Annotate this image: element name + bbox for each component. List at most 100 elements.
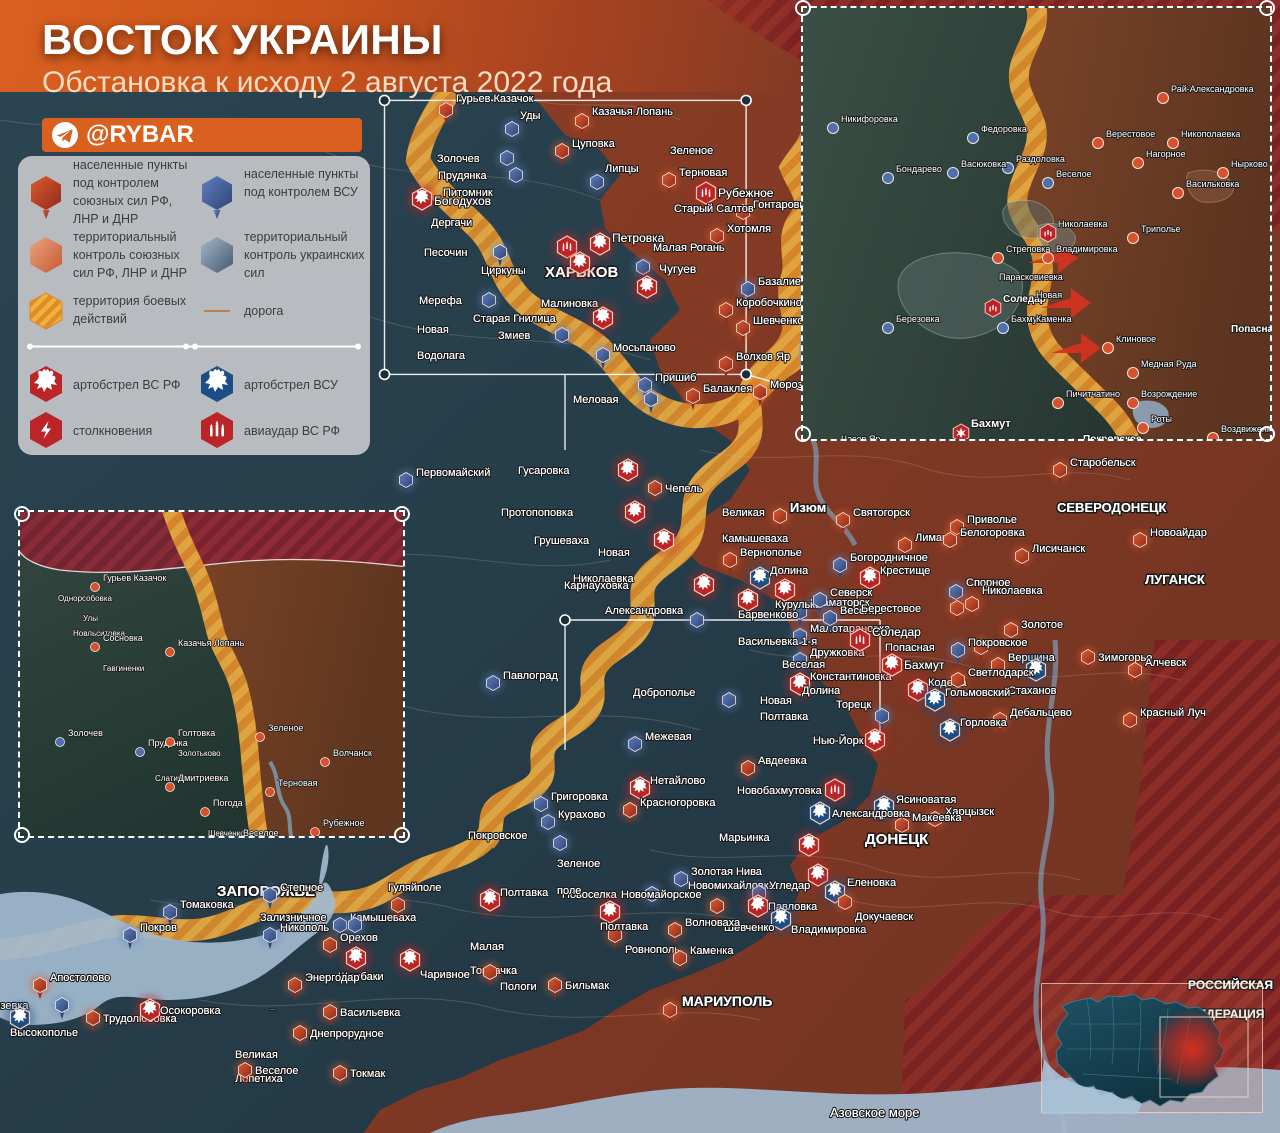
svg-text:Протопоповка: Протопоповка	[501, 507, 574, 519]
svg-text:Прудянка: Прудянка	[438, 170, 488, 182]
svg-text:Старобельск: Старобельск	[1070, 457, 1136, 469]
svg-text:Томаковка: Томаковка	[180, 899, 235, 911]
svg-text:Александровка: Александровка	[832, 808, 911, 820]
svg-text:Малая Рогань: Малая Рогань	[653, 242, 725, 254]
svg-text:Чаривное: Чаривное	[420, 969, 470, 981]
svg-text:Золотая Нива: Золотая Нива	[691, 866, 763, 878]
svg-text:Бахмут: Бахмут	[904, 658, 945, 672]
svg-text:Новоайдар: Новоайдар	[1150, 527, 1207, 539]
svg-text:Апостолово: Апостолово	[50, 972, 110, 984]
svg-text:Водолага: Водолага	[417, 350, 466, 362]
svg-text:Зеленое: Зеленое	[557, 858, 600, 870]
svg-text:Приволье: Приволье	[967, 514, 1017, 526]
svg-text:Чепель: Чепель	[665, 483, 703, 495]
svg-text:Северск: Северск	[830, 587, 873, 599]
svg-text:Уды: Уды	[520, 110, 541, 122]
svg-text:Карнауховка: Карнауховка	[564, 580, 630, 592]
svg-text:Алчевск: Алчевск	[1145, 657, 1187, 669]
svg-text:Долина: Долина	[802, 685, 841, 697]
svg-text:Красный Луч: Красный Луч	[1140, 707, 1206, 719]
svg-text:Новомайорское: Новомайорское	[621, 889, 702, 901]
svg-text:Добропольe: Добропольe	[633, 687, 695, 699]
svg-text:Рубежное: Рубежное	[718, 186, 774, 200]
svg-text:Дергачи: Дергачи	[431, 217, 472, 229]
svg-text:Меловая: Меловая	[573, 394, 619, 406]
svg-text:Нетайлово: Нетайлово	[650, 775, 705, 787]
svg-text:Коробочкино: Коробочкино	[736, 297, 802, 309]
svg-text:Макеевка: Макеевка	[912, 812, 962, 824]
svg-text:Веселое: Веселое	[255, 1065, 298, 1077]
svg-text:Изюм: Изюм	[790, 500, 826, 515]
svg-text:Павлоград: Павлоград	[503, 670, 559, 682]
svg-text:Белогоровка: Белогоровка	[960, 527, 1026, 539]
svg-text:Полтавка: Полтавка	[600, 921, 649, 933]
svg-text:Каменка: Каменка	[690, 945, 734, 957]
svg-text:Пологи: Пологи	[500, 981, 537, 993]
svg-text:Ясиноватая: Ясиноватая	[896, 794, 956, 806]
svg-text:Осокоровка: Осокоровка	[160, 1005, 221, 1017]
svg-text:Гурьев Казачок: Гурьев Казачок	[456, 93, 534, 105]
svg-text:Змиев: Змиев	[498, 330, 530, 342]
svg-text:МАРИУПОЛЬ: МАРИУПОЛЬ	[682, 993, 772, 1009]
svg-text:Высокополье: Высокополье	[10, 1027, 78, 1039]
svg-text:Богодухов: Богодухов	[434, 194, 491, 208]
svg-text:Горловка: Горловка	[960, 717, 1008, 729]
svg-text:Светлодарск: Светлодарск	[968, 667, 1034, 679]
svg-text:Великая: Великая	[235, 1049, 278, 1061]
svg-text:ДОНЕЦК: ДОНЕЦК	[865, 831, 929, 848]
svg-text:Новая: Новая	[417, 324, 449, 336]
svg-text:Цуповка: Цуповка	[572, 138, 616, 150]
svg-text:Малая: Малая	[470, 941, 504, 953]
svg-text:Старая Гнилица: Старая Гнилица	[473, 313, 557, 325]
svg-text:Полтавка: Полтавка	[760, 711, 809, 723]
svg-text:Угледар: Угледар	[769, 880, 810, 892]
svg-text:СЕВЕРОДОНЕЦК: СЕВЕРОДОНЕЦК	[1057, 500, 1166, 515]
svg-text:Казачья Лопань: Казачья Лопань	[592, 106, 673, 118]
svg-text:Николаевка: Николаевка	[982, 585, 1043, 597]
svg-text:Камышеваха: Камышеваха	[722, 533, 789, 545]
svg-text:Волноваха: Волноваха	[685, 917, 741, 929]
svg-text:Нью-Йорк: Нью-Йорк	[813, 734, 864, 747]
svg-text:Владимировка: Владимировка	[791, 924, 867, 936]
svg-text:Токмак: Токмак	[350, 1068, 385, 1080]
svg-text:Васильевка: Васильевка	[340, 1007, 401, 1019]
svg-text:Новобахмутовка: Новобахмутовка	[737, 785, 823, 797]
svg-text:Бильмак: Бильмак	[565, 980, 609, 992]
svg-text:Барвенково: Барвенково	[738, 609, 798, 621]
svg-text:Хотомля: Хотомля	[727, 223, 771, 235]
svg-text:Зеленое: Зеленое	[670, 145, 713, 157]
svg-text:Авдеевка: Авдеевка	[758, 755, 808, 767]
svg-text:Щербаки2: Щербаки2	[270, 1009, 275, 1011]
svg-text:Покров: Покров	[140, 922, 177, 934]
svg-text:Крестище: Крестище	[880, 565, 930, 577]
svg-text:Берестовое: Берестовое	[861, 603, 921, 615]
svg-text:Днепрорудное: Днепрорудное	[310, 1028, 384, 1040]
svg-text:Степное: Степное	[280, 882, 323, 894]
svg-text:Первомайский: Первомайский	[416, 467, 490, 479]
svg-text:Чугуев: Чугуев	[659, 262, 696, 276]
svg-text:Александровка: Александровка	[605, 605, 684, 617]
svg-text:Лисичанск: Лисичанск	[1032, 543, 1085, 555]
svg-text:Терновая: Терновая	[679, 167, 727, 179]
svg-text:Григоровка: Григоровка	[551, 791, 609, 803]
svg-text:Покровское: Покровское	[468, 830, 527, 842]
svg-text:Дебальцево: Дебальцево	[1010, 707, 1072, 719]
svg-text:Торецк: Торецк	[836, 699, 872, 711]
svg-text:Васильевка 1-я: Васильевка 1-я	[738, 636, 817, 648]
svg-text:Еленовка: Еленовка	[847, 877, 897, 889]
svg-text:Стаханов: Стаханов	[1008, 685, 1057, 697]
svg-text:Вернополье: Вернополье	[740, 547, 802, 559]
svg-text:Полтавка: Полтавка	[500, 887, 549, 899]
svg-text:Докучаевск: Докучаевск	[855, 911, 913, 923]
svg-text:Липцы: Липцы	[605, 163, 639, 175]
svg-text:Гольмовский: Гольмовский	[945, 687, 1010, 699]
svg-text:Энергодар: Энергодар	[305, 972, 360, 984]
svg-text:Гуляйполе: Гуляйполе	[388, 882, 441, 894]
svg-text:Межевая: Межевая	[645, 731, 692, 743]
svg-text:Песочин: Песочин	[424, 247, 467, 259]
svg-text:ЛУГАНСК: ЛУГАНСК	[1145, 572, 1205, 587]
svg-text:Покровское: Покровское	[968, 637, 1027, 649]
svg-text:Старый Салтов: Старый Салтов	[674, 203, 754, 215]
svg-text:Веселая: Веселая	[782, 659, 825, 671]
svg-text:Золотое: Золотое	[1021, 619, 1063, 631]
